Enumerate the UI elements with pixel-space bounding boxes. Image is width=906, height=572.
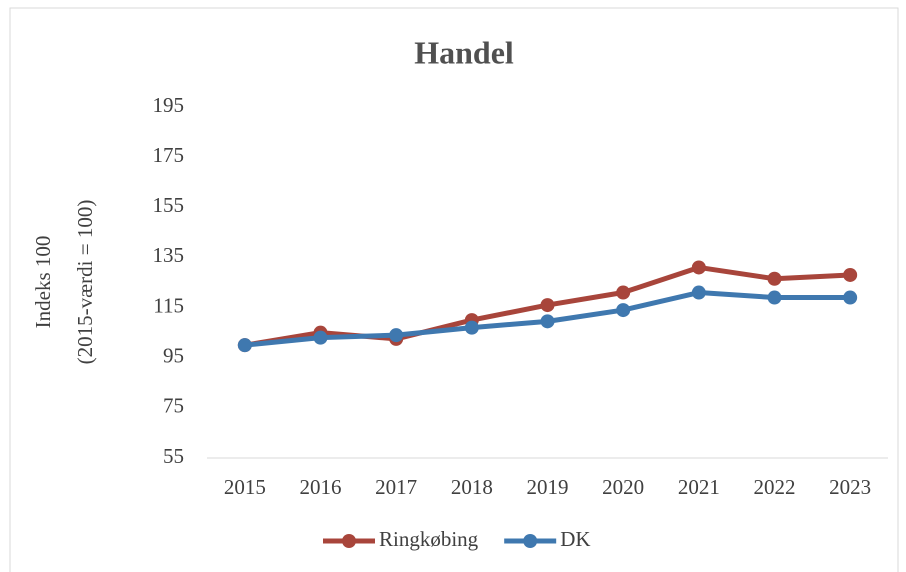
data-point (767, 290, 782, 305)
legend-label: Ringkøbing (379, 527, 479, 551)
chart-border (9, 7, 899, 572)
data-point (691, 285, 706, 300)
y-tick-label: 55 (163, 444, 184, 468)
y-tick-label: 195 (153, 93, 185, 117)
data-point (843, 267, 858, 282)
data-point (843, 290, 858, 305)
y-axis-title: Indeks 100 (31, 236, 55, 329)
data-point (691, 260, 706, 275)
y-tick-label: 135 (153, 243, 185, 267)
data-point (389, 328, 404, 343)
x-tick-label: 2018 (451, 475, 493, 499)
y-tick-label: 95 (163, 344, 184, 368)
x-tick-label: 2019 (527, 475, 569, 499)
y-tick-label: 115 (153, 293, 184, 317)
x-tick-label: 2023 (829, 475, 871, 499)
data-point (540, 298, 555, 313)
x-tick-label: 2016 (300, 475, 342, 499)
data-point (313, 330, 328, 345)
data-point (237, 338, 252, 353)
x-tick-label: 2015 (224, 475, 266, 499)
data-point (616, 285, 631, 300)
data-point (464, 320, 479, 335)
x-tick-label: 2017 (375, 475, 417, 499)
x-tick-label: 2022 (754, 475, 796, 499)
chart-title: Handel (414, 34, 514, 70)
y-axis-title: (2015-værdi = 100) (73, 200, 97, 365)
y-tick-label: 175 (153, 143, 185, 167)
legend-marker (342, 534, 356, 548)
data-point (540, 314, 555, 329)
y-tick-label: 75 (163, 394, 184, 418)
legend-marker (523, 534, 538, 548)
y-tick-label: 155 (153, 193, 185, 217)
x-tick-label: 2020 (602, 475, 644, 499)
data-point (616, 303, 631, 318)
data-point (767, 271, 782, 286)
legend-label: DK (560, 527, 590, 551)
x-tick-label: 2021 (678, 475, 720, 499)
